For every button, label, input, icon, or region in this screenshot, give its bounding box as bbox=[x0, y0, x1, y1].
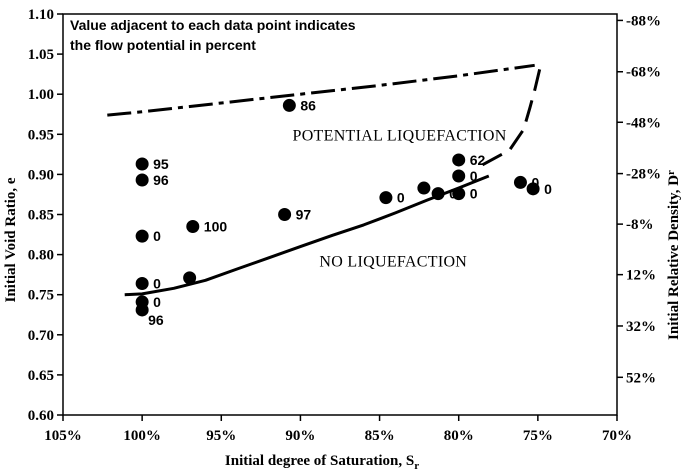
data-point-label: 97 bbox=[296, 207, 312, 223]
y-tick-label: 0.90 bbox=[28, 167, 54, 183]
data-point bbox=[135, 157, 149, 171]
x-tick-label: 90% bbox=[285, 428, 315, 444]
x-tick-label: 100% bbox=[123, 428, 161, 444]
y2-tick-label: -88% bbox=[626, 13, 661, 29]
data-point-label: 62 bbox=[470, 152, 486, 168]
y-tick-label: 0.75 bbox=[28, 288, 54, 304]
y2-tick-label: -48% bbox=[626, 115, 661, 131]
data-point-label: 0 bbox=[470, 186, 478, 202]
y2-tick-label: -28% bbox=[626, 167, 661, 183]
y-tick-label: 0.85 bbox=[28, 208, 54, 224]
annotation-line-2: the flow potential in percent bbox=[70, 37, 256, 53]
data-point-label: 0 bbox=[153, 228, 161, 244]
y-axis-title: Initial Void Ratio, e bbox=[3, 177, 19, 302]
data-point-label: 96 bbox=[153, 172, 169, 188]
boundary-curve-dashdot bbox=[107, 63, 535, 117]
data-point bbox=[526, 182, 540, 196]
x-axis-title: Initial degree of Saturation, Sr bbox=[225, 453, 419, 470]
data-point bbox=[513, 175, 527, 189]
data-point bbox=[417, 181, 431, 195]
data-point-label: 0 bbox=[544, 181, 552, 197]
x-tick-label: 105% bbox=[44, 428, 82, 444]
y-tick-label: 1.10 bbox=[28, 7, 54, 23]
data-point-label: 100 bbox=[204, 219, 228, 235]
y-tick-label: 0.80 bbox=[28, 248, 54, 264]
y-tick-label: 0.70 bbox=[28, 328, 54, 344]
data-point bbox=[183, 271, 197, 285]
x-tick-label: 95% bbox=[206, 428, 236, 444]
data-point-label: 0 bbox=[470, 168, 478, 184]
data-point bbox=[278, 208, 292, 221]
data-point bbox=[135, 173, 149, 187]
data-point bbox=[135, 229, 149, 243]
x-tick-label: 75% bbox=[523, 428, 553, 444]
data-point bbox=[452, 187, 466, 201]
y-tick-label: 1.00 bbox=[28, 87, 54, 103]
boundary-curve-dash bbox=[481, 63, 543, 167]
x-tick-label: 70% bbox=[602, 428, 632, 444]
data-point bbox=[282, 98, 296, 112]
y2-tick-label: 32% bbox=[626, 319, 656, 335]
x-tick-label: 80% bbox=[444, 428, 474, 444]
x-tick-label: 85% bbox=[365, 428, 395, 444]
data-point bbox=[452, 169, 466, 183]
annotation-line-1: Value adjacent to each data point indica… bbox=[70, 17, 356, 33]
data-point bbox=[135, 303, 149, 317]
data-point bbox=[186, 220, 200, 234]
data-point bbox=[431, 187, 445, 201]
y2-tick-label: 12% bbox=[626, 268, 656, 284]
data-point-label: 0 bbox=[397, 190, 405, 206]
data-point-label: 95 bbox=[153, 156, 169, 172]
data-point-label: 96 bbox=[148, 312, 164, 328]
data-point bbox=[379, 191, 393, 205]
data-point-label: 0 bbox=[153, 294, 161, 310]
y2-tick-label: -68% bbox=[626, 65, 661, 81]
y2-tick-label: 52% bbox=[626, 370, 656, 386]
y-tick-label: 0.60 bbox=[28, 408, 54, 424]
y-tick-label: 0.65 bbox=[28, 368, 54, 384]
data-point bbox=[452, 153, 466, 167]
y-tick-label: 0.95 bbox=[28, 127, 54, 143]
y2-axis-title: Initial Relative Density, Dr bbox=[665, 170, 682, 340]
data-point-label: 0 bbox=[531, 174, 539, 190]
plot-frame bbox=[62, 13, 618, 416]
y-tick-label: 1.05 bbox=[28, 47, 54, 63]
data-point-label: 86 bbox=[300, 97, 316, 113]
region-label: POTENTIAL LIQUEFACTION bbox=[293, 128, 507, 145]
region-label: NO LIQUEFACTION bbox=[319, 254, 467, 271]
boundary-curve-solid bbox=[124, 174, 490, 297]
data-point-label: 0 bbox=[153, 275, 161, 291]
y2-tick-label: -8% bbox=[626, 217, 654, 233]
data-point bbox=[135, 276, 149, 290]
